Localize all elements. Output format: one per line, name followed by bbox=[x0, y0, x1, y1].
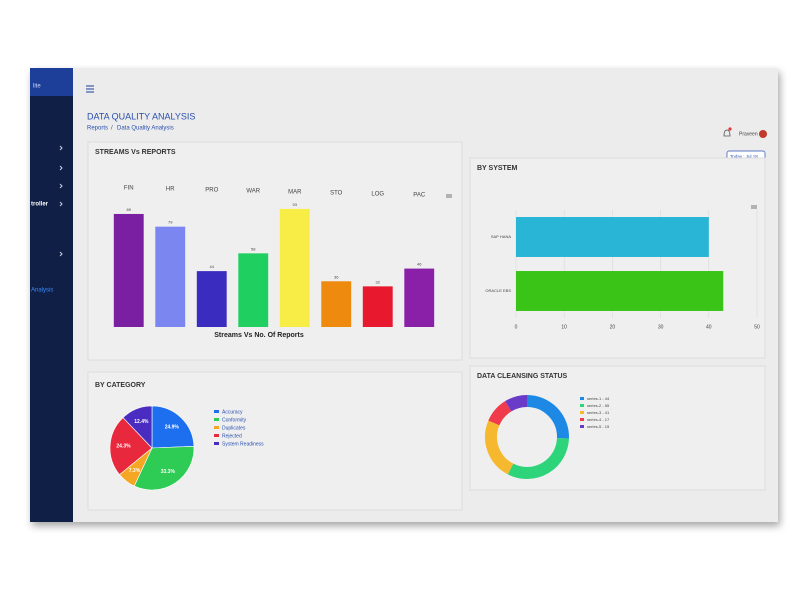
y-tick-label: SAP HANA bbox=[491, 234, 511, 239]
x-tick-label: MAR bbox=[288, 190, 302, 196]
data-label: 89 bbox=[127, 207, 132, 212]
x-tick-label: 50 bbox=[754, 324, 760, 330]
sidebar-item[interactable]: troller bbox=[31, 202, 49, 208]
slice-label: 12.4% bbox=[134, 419, 149, 425]
bar bbox=[516, 271, 724, 311]
x-tick-label: LOG bbox=[371, 192, 384, 198]
legend-swatch bbox=[580, 425, 584, 428]
sidebar-brand-bg bbox=[30, 68, 73, 96]
donut-segment bbox=[505, 395, 528, 412]
slice-label: 33.3% bbox=[161, 469, 176, 475]
date-button-label[interactable]: Today : Jul 18 bbox=[730, 154, 758, 159]
x-tick-label: 20 bbox=[610, 324, 616, 330]
data-label: 79 bbox=[168, 220, 173, 225]
legend-swatch bbox=[214, 410, 219, 413]
breadcrumb: Data Quality Analysis bbox=[117, 126, 174, 132]
donut-segment bbox=[526, 395, 569, 439]
legend-swatch bbox=[580, 418, 584, 421]
x-tick-label: 40 bbox=[706, 324, 712, 330]
breadcrumb-sep: / bbox=[111, 126, 113, 132]
bar bbox=[279, 208, 310, 327]
bar bbox=[155, 226, 186, 327]
data-label: 36 bbox=[334, 274, 339, 279]
pie-slice bbox=[109, 417, 153, 476]
sidebar-brand: lite bbox=[33, 84, 41, 90]
legend-swatch bbox=[214, 426, 219, 429]
legend-swatch bbox=[580, 404, 584, 407]
chart-menu-icons[interactable] bbox=[446, 194, 757, 209]
bar bbox=[113, 213, 144, 327]
legend-label: series-2 - 55 bbox=[587, 403, 610, 408]
legend-label: Rejected bbox=[222, 433, 242, 439]
data-label: 93 bbox=[293, 202, 298, 207]
pie-slice bbox=[151, 405, 195, 449]
x-tick-label: 10 bbox=[561, 324, 567, 330]
x-tick-label: 30 bbox=[658, 324, 664, 330]
legend-swatch bbox=[214, 434, 219, 437]
pie-slice bbox=[122, 405, 153, 449]
bar bbox=[238, 253, 269, 327]
user-name[interactable]: Praveen bbox=[739, 131, 758, 137]
legend-label: series-4 - 17 bbox=[587, 417, 610, 422]
sidebar-item[interactable]: Analysis bbox=[31, 288, 53, 294]
bar bbox=[516, 217, 709, 257]
legend-label: series-3 - 41 bbox=[587, 410, 610, 415]
donut-segment bbox=[507, 437, 569, 479]
slice-label: 24.3% bbox=[116, 444, 131, 450]
data-label: 44 bbox=[210, 264, 215, 269]
panel bbox=[469, 157, 766, 359]
sidebar-chevrons bbox=[59, 145, 63, 257]
x-tick-label: HR bbox=[166, 187, 175, 193]
legend-swatch bbox=[580, 397, 584, 400]
legend-swatch bbox=[214, 418, 219, 421]
slice-label: 24.9% bbox=[165, 425, 180, 431]
legend-label: Conformity bbox=[222, 417, 247, 423]
panel bbox=[87, 141, 463, 361]
data-label: 46 bbox=[417, 262, 422, 267]
x-tick-label: PAC bbox=[413, 193, 426, 199]
legend-label: System Readiness bbox=[222, 441, 264, 447]
avatar[interactable] bbox=[759, 130, 767, 138]
bell-icon[interactable] bbox=[723, 129, 731, 137]
legend-label: Duplicates bbox=[222, 425, 246, 431]
slice-label: 7.3% bbox=[129, 468, 141, 474]
notification-dot bbox=[728, 127, 732, 131]
page-title: DATA QUALITY ANALYSIS bbox=[87, 111, 195, 121]
x-tick-label: PRO bbox=[205, 188, 218, 194]
legend-label: series-5 - 15 bbox=[587, 424, 610, 429]
data-label: 58 bbox=[251, 246, 256, 251]
panel-title: STREAMS Vs REPORTS bbox=[95, 149, 176, 156]
bar bbox=[404, 268, 435, 327]
menu-icon[interactable] bbox=[86, 85, 94, 93]
bar bbox=[362, 286, 393, 327]
sidebar bbox=[30, 68, 73, 522]
donut-segment bbox=[485, 420, 514, 475]
legend-swatch bbox=[580, 411, 584, 414]
y-tick-label: ORACLE EBS bbox=[485, 288, 511, 293]
legend-label: series-1 - 44 bbox=[587, 396, 610, 401]
x-tick-label: STO bbox=[330, 191, 343, 197]
donut-segment bbox=[488, 401, 512, 426]
x-axis-title: Streams Vs No. Of Reports bbox=[214, 332, 304, 339]
legend-label: Accuracy bbox=[222, 409, 243, 415]
x-tick-label: WAR bbox=[246, 189, 260, 195]
panel-title: BY CATEGORY bbox=[95, 382, 146, 389]
data-label: 32 bbox=[376, 279, 381, 284]
panel-title: DATA CLEANSING STATUS bbox=[477, 373, 568, 380]
bar bbox=[321, 281, 352, 327]
bar bbox=[196, 271, 227, 327]
x-tick-label: 0 bbox=[515, 324, 518, 330]
x-tick-label: FIN bbox=[124, 186, 134, 192]
legend-swatch bbox=[214, 442, 219, 445]
pie-slice bbox=[133, 446, 195, 491]
panel-title: BY SYSTEM bbox=[477, 165, 517, 172]
breadcrumb[interactable]: Reports bbox=[87, 126, 108, 132]
